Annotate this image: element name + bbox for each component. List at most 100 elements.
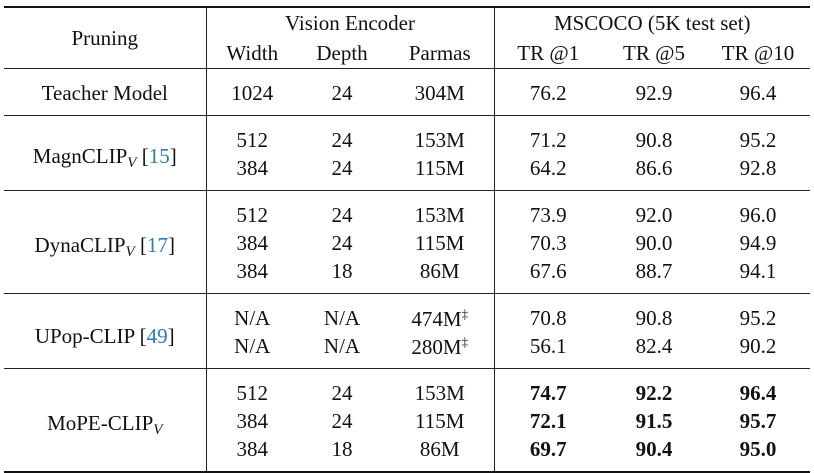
params-cell: 86M xyxy=(386,435,495,472)
tr10-cell: 94.1 xyxy=(706,257,810,294)
table-row: MoPE-CLIPV 512 24 153M 74.7 92.2 96.4 xyxy=(4,368,810,472)
depth-cell: N/A xyxy=(298,332,386,369)
tr10-cell-value: 96.4 xyxy=(739,380,777,405)
width-cell: 384 xyxy=(206,435,298,472)
citation-link[interactable]: 49 xyxy=(146,323,168,348)
params-cell-value: 153M xyxy=(414,127,465,152)
depth-cell-value: 18 xyxy=(331,258,353,283)
tr1-cell-value: 64.2 xyxy=(529,155,567,180)
width-cell: 384 xyxy=(206,257,298,294)
tr5-cell-value: 90.8 xyxy=(635,305,673,330)
tr1-cell: 73.9 xyxy=(494,191,602,230)
table-row: Teacher Model 1024 24 304M 76.2 92.9 96.4 xyxy=(4,68,810,116)
params-cell-value: 86M xyxy=(419,436,460,461)
tr1-cell-value: 71.2 xyxy=(529,127,567,152)
tr1-cell: 69.7 xyxy=(494,435,602,472)
table-row: 384 18 86M 67.6 88.7 94.1 xyxy=(4,257,810,294)
params-cell: 115M xyxy=(386,229,495,257)
params-cell: 280M‡ xyxy=(386,332,495,369)
tr1-cell-value: 74.7 xyxy=(529,380,567,405)
depth-cell-value: 24 xyxy=(331,155,353,180)
tr1-cell-value: 56.1 xyxy=(529,333,567,358)
tr5-cell-value: 92.2 xyxy=(635,380,673,405)
tr10-cell-value: 94.1 xyxy=(739,258,777,283)
method-subscript: V xyxy=(153,421,163,438)
depth-cell-value: N/A xyxy=(323,305,361,330)
width-cell-value: 384 xyxy=(236,258,269,283)
header-depth: Depth xyxy=(316,40,368,65)
method-name: MoPE-CLIPV xyxy=(4,368,207,472)
tr1-cell: 67.6 xyxy=(494,257,602,294)
params-cell-value: 115M xyxy=(415,230,465,255)
width-cell-value: 512 xyxy=(236,127,269,152)
params-cell: 86M xyxy=(386,257,495,294)
tr5-cell: 90.0 xyxy=(602,229,706,257)
method-label: UPop-CLIP xyxy=(34,323,135,348)
width-cell-value: 512 xyxy=(236,202,269,227)
tr10-cell-value: 94.9 xyxy=(739,230,777,255)
tr5-cell: 90.4 xyxy=(602,435,706,472)
params-cell-value: 153M xyxy=(414,380,465,405)
depth-cell-value: 24 xyxy=(331,408,353,433)
tr5-cell: 86.6 xyxy=(602,154,706,191)
tr10-cell-value: 92.8 xyxy=(739,155,777,180)
tr5-cell-value: 88.7 xyxy=(635,258,673,283)
citation-link[interactable]: 15 xyxy=(148,143,170,168)
method-name: UPop-CLIP [49] xyxy=(4,293,207,369)
tr10-cell-value: 95.2 xyxy=(739,305,777,330)
tr1-cell-value: 69.7 xyxy=(529,436,567,461)
params-cell-value: 280M xyxy=(411,334,462,359)
tr10-cell-value: 96.4 xyxy=(739,80,777,105)
tr10-cell-value: 95.0 xyxy=(739,436,777,461)
width-cell-value: 384 xyxy=(236,436,269,461)
depth-cell: N/A xyxy=(298,294,386,333)
params-cell-value: 115M xyxy=(415,408,465,433)
tr5-cell: 90.8 xyxy=(602,294,706,333)
params-cell: 304M xyxy=(386,68,495,116)
depth-cell-value: 18 xyxy=(331,436,353,461)
tr10-cell: 96.4 xyxy=(706,369,810,408)
tr10-cell: 94.9 xyxy=(706,229,810,257)
tr1-cell: 56.1 xyxy=(494,332,602,369)
table-body: Teacher Model 1024 24 304M 76.2 92.9 96.4 MagnC… xyxy=(4,68,810,472)
method-label: MagnCLIP xyxy=(32,143,128,168)
method-name: MagnCLIPV [15] xyxy=(4,115,207,191)
width-cell-value: N/A xyxy=(234,305,271,330)
table-row: 384 24 115M 70.3 90.0 94.9 xyxy=(4,229,810,257)
params-cell-value: 86M xyxy=(419,258,460,283)
table-row: 384 24 115M 64.2 86.6 92.8 xyxy=(4,154,810,191)
method-label: Teacher Model xyxy=(41,80,168,105)
params-cell-value: 304M xyxy=(414,80,465,105)
table-row: MagnCLIPV [15] 512 24 153M 71.2 90.8 95.2 xyxy=(4,115,810,191)
method-name: DynaCLIPV [17] xyxy=(4,190,207,294)
citation-link[interactable]: 17 xyxy=(146,232,168,257)
tr5-cell-value: 90.8 xyxy=(635,127,673,152)
depth-cell: 24 xyxy=(298,69,386,116)
params-cell: 153M xyxy=(386,368,495,407)
tr10-cell: 96.4 xyxy=(706,69,810,116)
header-tr1: TR @1 xyxy=(517,40,580,65)
method-label: MoPE-CLIP xyxy=(47,410,154,435)
tr5-cell: 92.0 xyxy=(602,191,706,230)
width-cell-value: 1024 xyxy=(231,80,274,105)
tr5-cell-value: 82.4 xyxy=(635,333,673,358)
depth-cell: 24 xyxy=(298,154,386,191)
depth-cell-value: 24 xyxy=(331,127,353,152)
tr10-cell: 90.2 xyxy=(706,332,810,369)
depth-cell-value: 24 xyxy=(331,230,353,255)
table-row: DynaCLIPV [17] 512 24 153M 73.9 92.0 96.0 xyxy=(4,190,810,294)
depth-cell: 24 xyxy=(298,229,386,257)
params-cell: 115M xyxy=(386,154,495,191)
width-cell: 512 xyxy=(206,369,298,408)
header-mscoco: MSCOCO (5K test set) xyxy=(553,10,751,35)
tr10-cell: 95.7 xyxy=(706,407,810,435)
width-cell-value: 512 xyxy=(236,380,269,405)
method-label: DynaCLIP xyxy=(34,232,126,257)
params-cell: 115M xyxy=(386,407,495,435)
tr10-cell: 95.0 xyxy=(706,435,810,472)
header-pruning: Pruning xyxy=(4,7,207,69)
params-footnote-mark: ‡ xyxy=(461,305,469,321)
tr10-cell-value: 96.0 xyxy=(739,202,777,227)
tr1-cell: 72.1 xyxy=(494,407,602,435)
tr1-cell-value: 72.1 xyxy=(529,408,567,433)
